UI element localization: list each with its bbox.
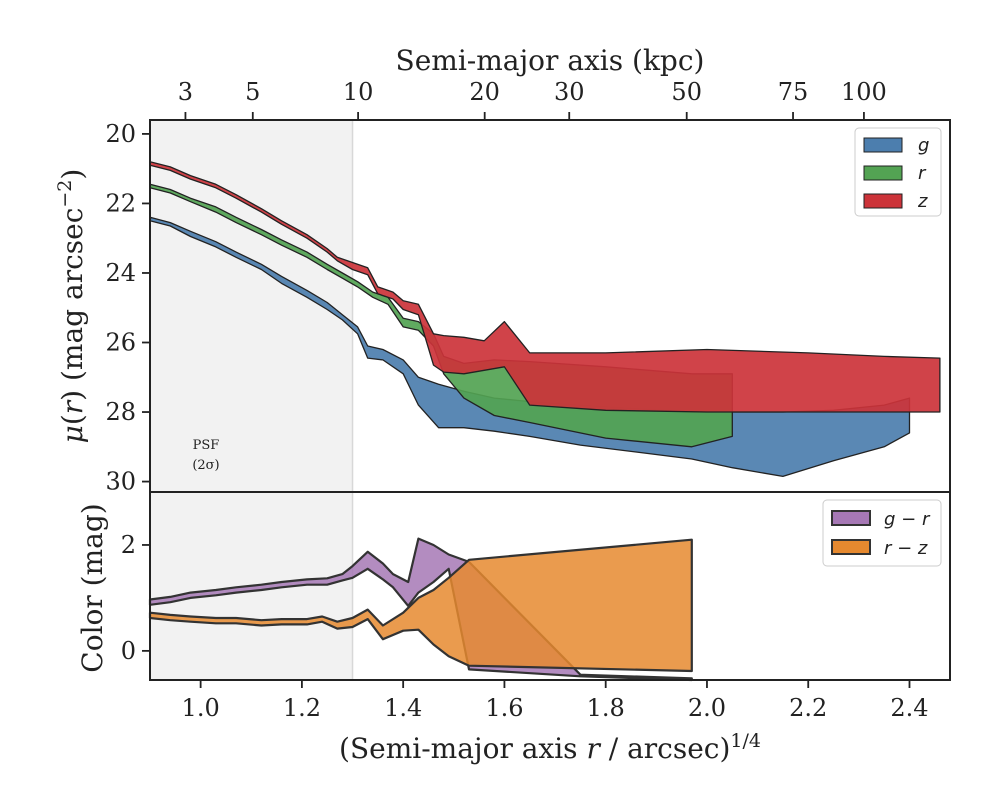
x-tick-label: 1.2 (283, 694, 321, 722)
xlabel-unit: / arcsec) (600, 732, 731, 765)
kpc-tick-label: 100 (841, 78, 887, 106)
x-tick-label: 1.0 (182, 694, 220, 722)
psf-label-line2: (2σ) (192, 458, 219, 473)
xlabel-text: (Semi-major axis (339, 732, 586, 765)
sb-area-g (149, 216, 911, 478)
y-tick-label-bottom: 2 (121, 531, 136, 559)
sb-legend: g r z (854, 127, 942, 217)
y-axis-bottom: 02 (121, 531, 150, 665)
legend-swatch-g (863, 137, 903, 153)
color-area-r-z (148, 538, 693, 673)
legend-label-r: r (918, 163, 927, 184)
y-tick-label-top: 22 (105, 189, 136, 217)
legend-swatch-g-r (831, 510, 871, 526)
x-axis-bottom: 1.0 1.2 1.4 1.6 1.8 2.0 2.2 2.4 (182, 680, 929, 722)
surface-brightness-panel: PSF (2σ) 20 22 24 26 28 30 3 5 10 20 30 50 75 100 Se… (54, 44, 951, 496)
x-tick-label: 1.6 (485, 694, 523, 722)
legend-label-z: z (917, 191, 928, 212)
y-axis-title-bottom: Color (mag) (76, 503, 109, 672)
y-tick-label-top: 24 (105, 259, 136, 287)
kpc-tick-label: 5 (245, 78, 260, 106)
legend-label-g: g (918, 135, 929, 156)
y-axis-title-top: μ(r) (mag arcsec−2) (54, 169, 89, 444)
legend-swatch-r (863, 165, 903, 181)
xlabel-var: r (586, 732, 601, 765)
x-tick-label: 2.0 (688, 694, 726, 722)
top-axis-title: Semi-major axis (kpc) (396, 44, 705, 77)
psf-label-line1: PSF (193, 438, 220, 453)
kpc-tick-label: 30 (554, 78, 585, 106)
y-tick-label-top: 28 (105, 398, 136, 426)
legend-label-g-r: g − r (884, 509, 931, 530)
sb-area-z (149, 161, 941, 413)
ylabel-var: r (56, 399, 89, 414)
y-tick-label-top: 26 (105, 329, 136, 357)
y-tick-label-bottom: 0 (121, 637, 136, 665)
kpc-tick-label: 50 (671, 78, 702, 106)
y-tick-label-top: 30 (105, 468, 136, 496)
x-tick-label: 1.4 (384, 694, 422, 722)
x-tick-label: 2.2 (789, 694, 827, 722)
sb-area-group (149, 161, 941, 478)
color-panel: 02 1.0 1.2 1.4 1.6 1.8 2.0 2.2 2.4 g − r r − z … (76, 491, 951, 765)
kpc-tick-label: 75 (778, 78, 809, 106)
x-axis-title: (Semi-major axis r / arcsec)1/4 (339, 730, 761, 765)
kpc-tick-label: 3 (178, 78, 193, 106)
kpc-axis-top: 3 5 10 20 30 50 75 100 (178, 78, 887, 120)
y-tick-label-top: 20 (105, 120, 136, 148)
psf-band (150, 120, 353, 492)
ylabel-sup: −2 (54, 180, 76, 208)
ylabel-open: ( (56, 414, 89, 425)
legend-swatch-z (863, 193, 903, 209)
x-tick-label: 2.4 (890, 694, 928, 722)
legend-label-r-z: r − z (884, 538, 928, 559)
ylabel-end: ) (56, 169, 89, 180)
xlabel-sup: 1/4 (730, 730, 761, 752)
x-tick-label: 1.8 (587, 694, 625, 722)
ylabel-mu: μ (56, 425, 89, 443)
kpc-tick-label: 10 (343, 78, 374, 106)
ylabel-mid: ) (mag arcsec (56, 208, 89, 401)
color-legend: g − r r − z (822, 499, 942, 567)
kpc-tick-label: 20 (469, 78, 500, 106)
color-area-group (148, 537, 693, 682)
bottom-panel-frame (149, 491, 951, 681)
y-axis-top: 20 22 24 26 28 30 (105, 120, 150, 496)
legend-swatch-r-z (831, 539, 871, 555)
